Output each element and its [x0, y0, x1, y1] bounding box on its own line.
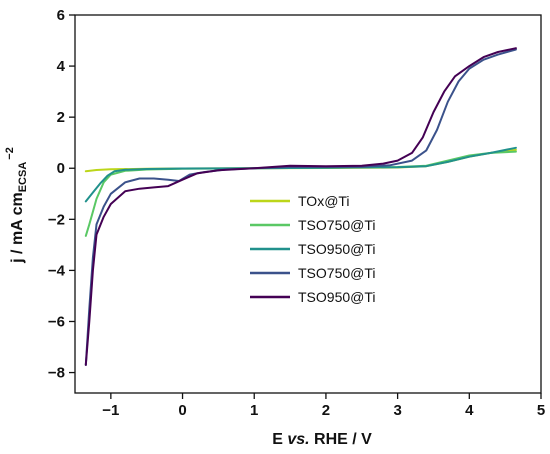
x-tick-label: 3: [393, 402, 401, 419]
legend-label-1: TOx@Ti: [298, 193, 350, 209]
legend: TOx@Ti TSO750@Ti TSO950@Ti TSO750@Ti TSO950@…: [250, 193, 376, 305]
series-layer: [84, 47, 517, 366]
axis-ticks: −1 0 1 2 3 4 5 −8 −6 −4 −2 0 2 4 6: [48, 7, 545, 419]
y-tick-label: 6: [57, 7, 65, 24]
series-line-3: [84, 146, 517, 203]
legend-label-5: TSO950@Ti: [298, 289, 376, 305]
plot-frame: [74, 14, 542, 394]
series-line-5: [84, 47, 517, 366]
x-tick-label: 4: [465, 402, 474, 419]
x-tick-label: 5: [537, 402, 545, 419]
legend-label-2: TSO750@Ti: [298, 217, 376, 233]
y-tick-label: −6: [48, 313, 65, 330]
x-tick-label: −1: [102, 402, 119, 419]
y-tick-label: 2: [57, 109, 65, 126]
y-tick-label: 4: [57, 58, 66, 75]
x-tick-label: 1: [250, 402, 258, 419]
x-tick-label: 2: [322, 402, 330, 419]
y-tick-label: −2: [48, 211, 65, 228]
legend-label-3: TSO950@Ti: [298, 241, 376, 257]
y-tick-label: −8: [48, 365, 65, 382]
x-tick-label: 0: [178, 402, 186, 419]
y-tick-label: 0: [57, 160, 65, 177]
y-tick-label: −4: [48, 262, 66, 279]
legend-label-4: TSO750@Ti: [298, 265, 376, 281]
y-axis-title: j / mA cmECSA−2: [4, 147, 29, 264]
x-axis-title: E vs. RHE / V: [272, 431, 372, 448]
